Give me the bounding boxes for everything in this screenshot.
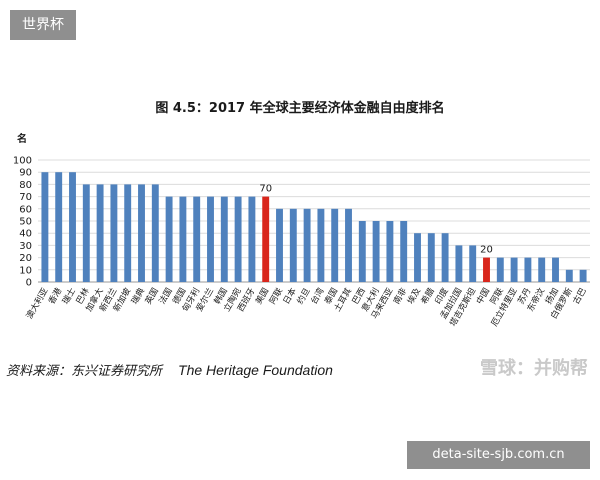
xueqiu-watermark: 雪球：并购帮 <box>480 358 588 379</box>
bar-31 <box>455 245 463 282</box>
bar-15 <box>234 196 242 282</box>
bar-23 <box>345 208 352 282</box>
source-cn: 资料来源：东兴证券研究所 <box>6 364 163 379</box>
bar-16 <box>248 196 256 282</box>
bar-2 <box>55 172 63 282</box>
bar-28 <box>414 233 421 282</box>
chart-panel: 图 4.5：2017 年全球主要经济体金融自由度排名 名 0 10 20 30 40 50… <box>0 92 600 390</box>
data-labels: 70 20 <box>259 184 493 256</box>
bar-12 <box>193 196 201 282</box>
x-tick-label: 瑞典 <box>129 286 147 307</box>
bar-7 <box>124 184 132 282</box>
bar-34 <box>496 257 504 282</box>
data-label: 70 <box>259 184 272 195</box>
bar-chart: 图 4.5：2017 年全球主要经济体金融自由度排名 名 01020304050… <box>13 100 590 329</box>
x-tick-label: 中国 <box>474 286 492 306</box>
bar-32 <box>469 245 477 282</box>
bar-10 <box>165 196 173 282</box>
bar-35 <box>510 257 518 282</box>
x-tick-label: 日本 <box>281 286 299 307</box>
y-tick-label: 10 <box>19 265 32 276</box>
x-tick-label: 澳大利亚 <box>24 286 51 321</box>
x-axis-labels: 澳大利亚香港瑞士巴林加拿大新西兰新加坡瑞典英国法国德国匈牙利爱尔兰韩国立陶宛西班… <box>24 286 589 329</box>
bar-39 <box>565 269 573 282</box>
x-tick-label: 美国 <box>253 286 271 306</box>
bar-17 <box>262 196 270 282</box>
bar-29 <box>427 233 435 282</box>
x-tick-label: 埃及 <box>405 286 423 307</box>
gridlines <box>38 159 590 283</box>
source-note: 资料来源：东兴证券研究所 The Heritage Foundation <box>6 360 333 379</box>
x-tick-label: 台湾 <box>308 286 326 307</box>
bar-13 <box>207 196 214 282</box>
bar-24 <box>358 221 366 282</box>
y-tick-label: 50 <box>19 217 32 228</box>
bar-40 <box>579 269 587 282</box>
bar-1 <box>41 172 49 282</box>
y-axis-label: 名 <box>17 132 27 145</box>
bar-30 <box>441 233 449 282</box>
y-tick-label: 0 <box>26 278 32 289</box>
y-tick-label: 30 <box>19 241 32 252</box>
bar-4 <box>82 184 90 282</box>
x-tick-label: 希腊 <box>419 286 437 307</box>
bar-38 <box>552 257 559 282</box>
bar-20 <box>303 208 311 282</box>
bar-18 <box>276 208 283 282</box>
bars <box>41 172 587 282</box>
y-tick-label: 60 <box>19 204 32 215</box>
x-tick-label: 南非 <box>391 286 409 307</box>
world-cup-tag[interactable]: 世界杯 <box>10 10 76 40</box>
bar-36 <box>524 257 532 282</box>
y-tick-label: 90 <box>19 168 32 179</box>
site-url-tag[interactable]: deta-site-sjb.com.cn <box>407 441 590 469</box>
bar-25 <box>372 221 380 282</box>
x-tick-label: 英国 <box>143 286 161 306</box>
bar-33 <box>483 257 490 282</box>
x-tick-label: 法国 <box>157 286 175 306</box>
x-tick-label: 瑞士 <box>60 286 78 307</box>
bar-22 <box>331 208 339 282</box>
bar-11 <box>179 196 187 282</box>
chart-title: 图 4.5：2017 年全球主要经济体金融自由度排名 <box>155 100 444 116</box>
y-tick-label: 100 <box>13 156 32 167</box>
y-tick-label: 40 <box>19 229 32 240</box>
bar-14 <box>220 196 228 282</box>
bar-37 <box>538 257 546 282</box>
bar-21 <box>317 208 325 282</box>
bar-6 <box>110 184 118 282</box>
y-tick-label: 70 <box>19 192 32 203</box>
x-tick-label: 约旦 <box>295 286 313 306</box>
y-tick-label: 20 <box>19 253 32 264</box>
bar-9 <box>151 184 159 282</box>
bar-19 <box>289 208 297 282</box>
x-tick-label: 香港 <box>46 286 64 307</box>
bar-26 <box>386 221 394 282</box>
y-tick-label: 80 <box>19 180 32 191</box>
bar-3 <box>69 172 76 282</box>
bar-27 <box>400 221 408 282</box>
source-en: The Heritage Foundation <box>178 362 333 378</box>
x-tick-label: 古巴 <box>571 286 589 307</box>
x-tick-label: 阿联 <box>268 286 285 306</box>
bar-5 <box>96 184 104 282</box>
data-label: 20 <box>480 245 493 256</box>
bar-8 <box>138 184 145 282</box>
